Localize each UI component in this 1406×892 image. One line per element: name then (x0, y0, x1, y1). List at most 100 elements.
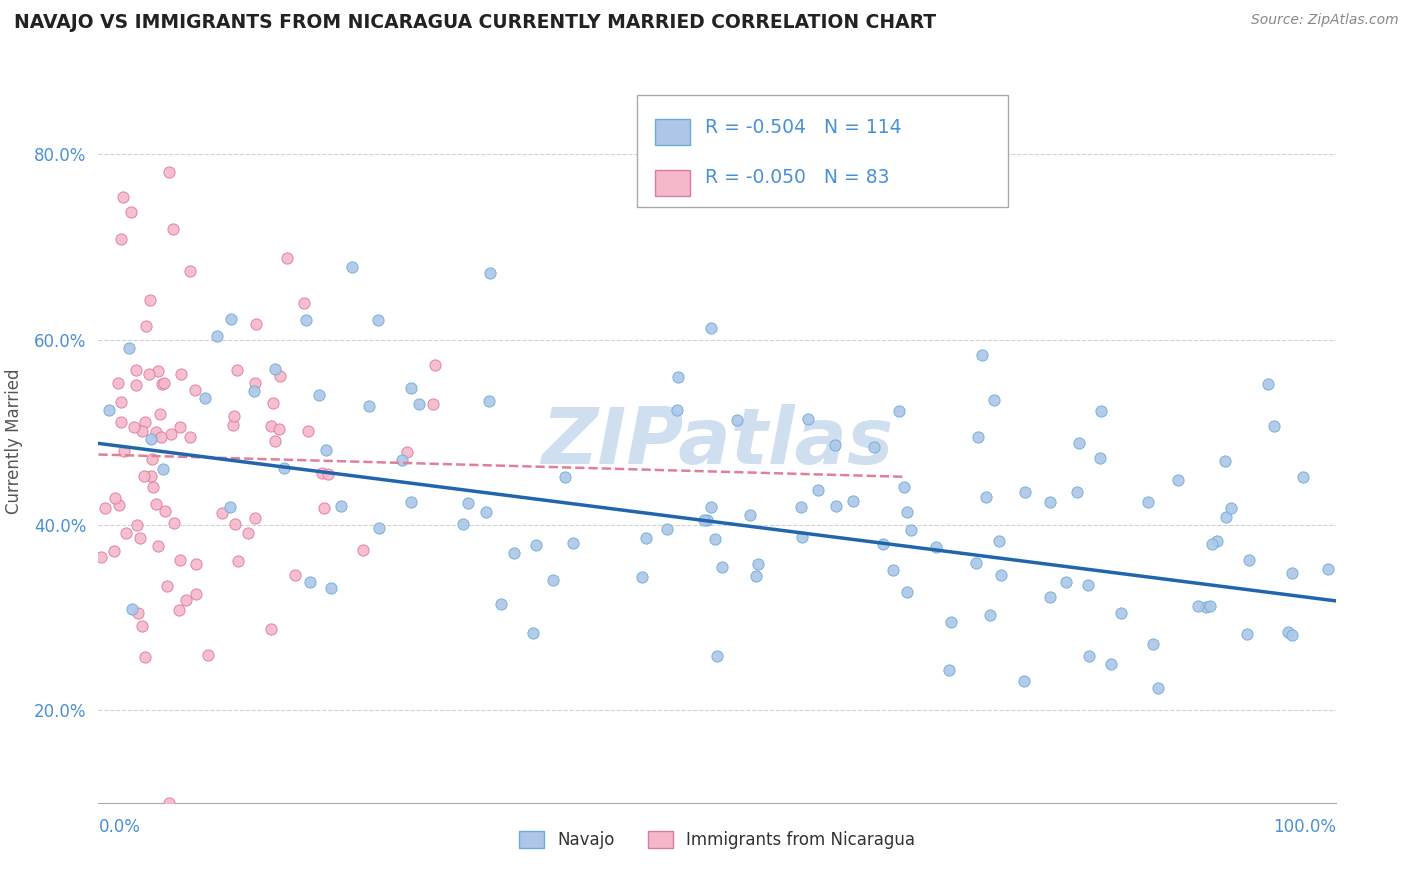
FancyBboxPatch shape (655, 120, 690, 145)
Point (152, 376, 174, 390)
Point (1219, 501, 1241, 516)
Point (941, 615, 963, 630)
Point (1213, 454, 1236, 468)
Point (790, 530, 813, 544)
Point (1277, 624, 1299, 639)
Point (169, 419, 191, 434)
Point (665, 402, 688, 417)
Point (1099, 657, 1122, 671)
Point (1187, 599, 1209, 613)
Point (262, 396, 284, 410)
Point (893, 480, 915, 494)
Point (315, 442, 337, 457)
Point (179, 430, 201, 444)
Text: 100.0%: 100.0% (1272, 818, 1336, 836)
Point (273, 460, 295, 475)
Point (184, 383, 207, 397)
Point (238, 526, 260, 541)
Point (1066, 485, 1088, 500)
Point (967, 430, 990, 444)
Point (153, 504, 176, 518)
FancyBboxPatch shape (655, 170, 690, 196)
Point (127, 606, 149, 620)
Point (974, 491, 997, 505)
Point (194, 391, 217, 405)
Point (423, 358, 446, 372)
Point (228, 554, 250, 568)
Point (149, 407, 172, 421)
Point (205, 329, 228, 343)
Point (478, 393, 501, 408)
Point (297, 424, 319, 438)
Point (1167, 473, 1189, 487)
Point (125, 363, 148, 377)
Point (1054, 575, 1077, 590)
Point (316, 467, 339, 482)
Point (745, 569, 768, 583)
Point (655, 522, 678, 536)
Point (146, 539, 169, 553)
Point (134, 650, 156, 665)
Point (308, 387, 330, 401)
Point (1257, 376, 1279, 391)
Point (825, 499, 848, 513)
Point (107, 376, 129, 390)
Point (103, 544, 125, 558)
Point (938, 663, 960, 677)
Point (162, 221, 184, 235)
Point (990, 568, 1012, 582)
Point (725, 413, 748, 427)
Point (399, 381, 422, 395)
Point (747, 557, 769, 571)
Point (1198, 599, 1220, 613)
Point (1077, 578, 1099, 592)
Point (292, 296, 315, 310)
Point (138, 368, 160, 382)
Point (142, 480, 165, 494)
Point (226, 362, 249, 376)
Point (174, 593, 197, 607)
Point (1263, 418, 1285, 433)
Point (103, 491, 125, 506)
Point (94, 501, 117, 516)
Point (979, 607, 1001, 622)
Point (399, 495, 422, 509)
Point (554, 469, 576, 483)
Point (900, 523, 922, 537)
Point (184, 587, 207, 601)
Point (120, 205, 142, 219)
Point (264, 434, 287, 449)
Point (141, 451, 163, 466)
Point (631, 569, 654, 583)
Point (97, 403, 120, 417)
Point (863, 440, 886, 454)
Point (1038, 590, 1060, 604)
Point (983, 392, 1005, 407)
Point (457, 496, 479, 510)
Point (259, 623, 281, 637)
Point (157, 797, 180, 811)
Point (224, 516, 246, 531)
Point (1236, 627, 1258, 641)
Point (145, 425, 167, 439)
Point (408, 397, 430, 411)
Point (141, 432, 163, 446)
Legend: Navajo, Immigrants from Nicaragua: Navajo, Immigrants from Nicaragua (512, 824, 922, 856)
Point (972, 348, 994, 362)
Point (562, 536, 585, 550)
Point (135, 319, 157, 334)
Point (125, 517, 148, 532)
Point (1012, 673, 1035, 688)
Point (367, 313, 389, 327)
Point (245, 318, 267, 332)
Point (219, 312, 242, 326)
Point (179, 264, 201, 278)
Point (167, 603, 190, 617)
Point (110, 232, 132, 246)
Point (298, 575, 321, 590)
Point (797, 412, 820, 426)
Point (170, 368, 193, 382)
Point (219, 500, 242, 514)
Point (896, 505, 918, 519)
Point (700, 500, 723, 514)
